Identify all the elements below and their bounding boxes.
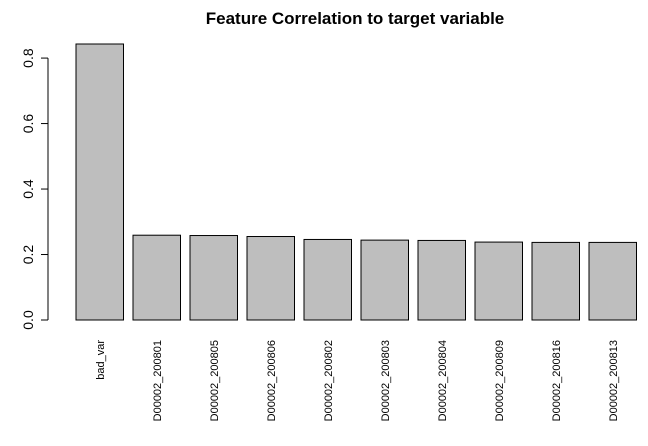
x-tick-label: D00002_200801 — [152, 340, 164, 421]
y-tick-label: 0.0 — [20, 310, 36, 330]
x-tick-label: bad_var — [95, 340, 107, 380]
bar-D00002_200801 — [132, 234, 181, 321]
y-tick-label: 0.8 — [20, 48, 36, 68]
x-axis-labels: bad_var D00002_200801 D00002_200805 D00002_… — [95, 340, 620, 422]
x-tick-label: D00002_200802 — [323, 340, 335, 421]
bar-D00002_200804 — [417, 239, 466, 321]
bar-D00002_200813 — [588, 241, 637, 321]
bar-D00002_200809 — [474, 241, 523, 321]
x-tick-label: D00002_200809 — [494, 340, 506, 421]
y-axis: 0.0 0.2 0.4 0.6 0.8 — [20, 48, 49, 330]
x-tick-label: D00002_200805 — [209, 340, 221, 421]
x-tick-label: D00002_200806 — [266, 340, 278, 421]
bars — [75, 43, 637, 321]
x-tick-label: D00002_200804 — [437, 340, 449, 421]
bar-D00002_200802 — [303, 238, 352, 321]
bar-bad_var — [75, 43, 124, 321]
bar-D00002_200816 — [531, 241, 580, 321]
bar-D00002_200803 — [360, 239, 409, 321]
bar-D00002_200806 — [246, 236, 295, 321]
y-tick-label: 0.4 — [20, 179, 36, 199]
x-tick-label: D00002_200813 — [608, 340, 620, 421]
y-tick-label: 0.2 — [20, 245, 36, 265]
bar-D00002_200805 — [189, 235, 238, 321]
chart-title: Feature Correlation to target variable — [206, 9, 505, 28]
x-tick-label: D00002_200816 — [551, 340, 563, 421]
y-tick-label: 0.6 — [20, 114, 36, 134]
x-tick-label: D00002_200803 — [380, 340, 392, 421]
